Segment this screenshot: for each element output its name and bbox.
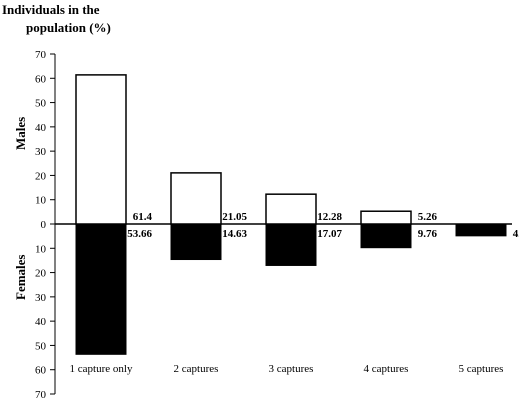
y-tick-down-60-label: 60: [35, 365, 47, 377]
value-label-males-3: 12.28: [317, 211, 342, 223]
lower-side-label: Females: [13, 255, 28, 300]
value-label-females-5: 4.88: [513, 228, 519, 240]
y-axis-title-line-1: Individuals in the: [2, 2, 100, 17]
y-tick-down-10-label: 10: [35, 243, 47, 255]
bar-females-2: [170, 223, 222, 261]
value-label-males-1: 61.4: [133, 211, 153, 223]
y-axis-title-line-2: population (%): [26, 20, 111, 35]
y-tick-up-10-label: 10: [35, 195, 47, 207]
y-tick-up-40-label: 40: [35, 122, 47, 134]
y-tick-zero-label: 0: [41, 219, 47, 231]
value-labels: 61.453.6621.0514.6312.2817.075.269.7604.…: [127, 211, 519, 240]
y-tick-down-70-label: 70: [35, 389, 47, 398]
value-label-males-4: 5.26: [418, 211, 438, 223]
upper-side-label: Males: [13, 117, 28, 150]
y-tick-down-50-label: 50: [35, 340, 47, 352]
bars: [75, 74, 507, 355]
category-label-2: 2 captures: [174, 363, 219, 375]
category-label-4: 4 captures: [364, 363, 409, 375]
category-label-5: 5 captures: [459, 363, 504, 375]
bar-males-1: [75, 74, 127, 225]
value-label-females-4: 9.76: [418, 228, 438, 240]
y-tick-up-60-label: 60: [35, 73, 47, 85]
y-tick-up-50-label: 50: [35, 98, 47, 110]
bar-females-3: [265, 223, 317, 266]
bar-females-4: [360, 223, 412, 249]
y-tick-down-20-label: 20: [35, 268, 47, 280]
value-label-females-3: 17.07: [317, 228, 342, 240]
bar-males-3: [265, 193, 317, 225]
category-label-3: 3 captures: [269, 363, 314, 375]
bar-females-1: [75, 223, 127, 355]
value-label-females-2: 14.63: [222, 228, 247, 240]
y-tick-up-70-label: 70: [35, 49, 47, 61]
y-tick-up-30-label: 30: [35, 146, 47, 158]
y-tick-down-30-label: 30: [35, 292, 47, 304]
category-labels: 1 capture only 2 captures 3 captures 4 capt…: [70, 363, 504, 375]
bar-females-5: [455, 223, 507, 237]
y-axis: 70 60 50 40 30 20 10 0 10 20 30 40 50 60 70: [35, 49, 512, 398]
value-label-females-1: 53.66: [127, 228, 152, 240]
y-tick-down-40-label: 40: [35, 316, 47, 328]
y-tick-up-20-label: 20: [35, 170, 47, 182]
bar-males-2: [170, 172, 222, 225]
category-label-1: 1 capture only: [70, 363, 133, 375]
bar-males-4: [360, 210, 412, 225]
value-label-males-2: 21.05: [222, 211, 247, 223]
